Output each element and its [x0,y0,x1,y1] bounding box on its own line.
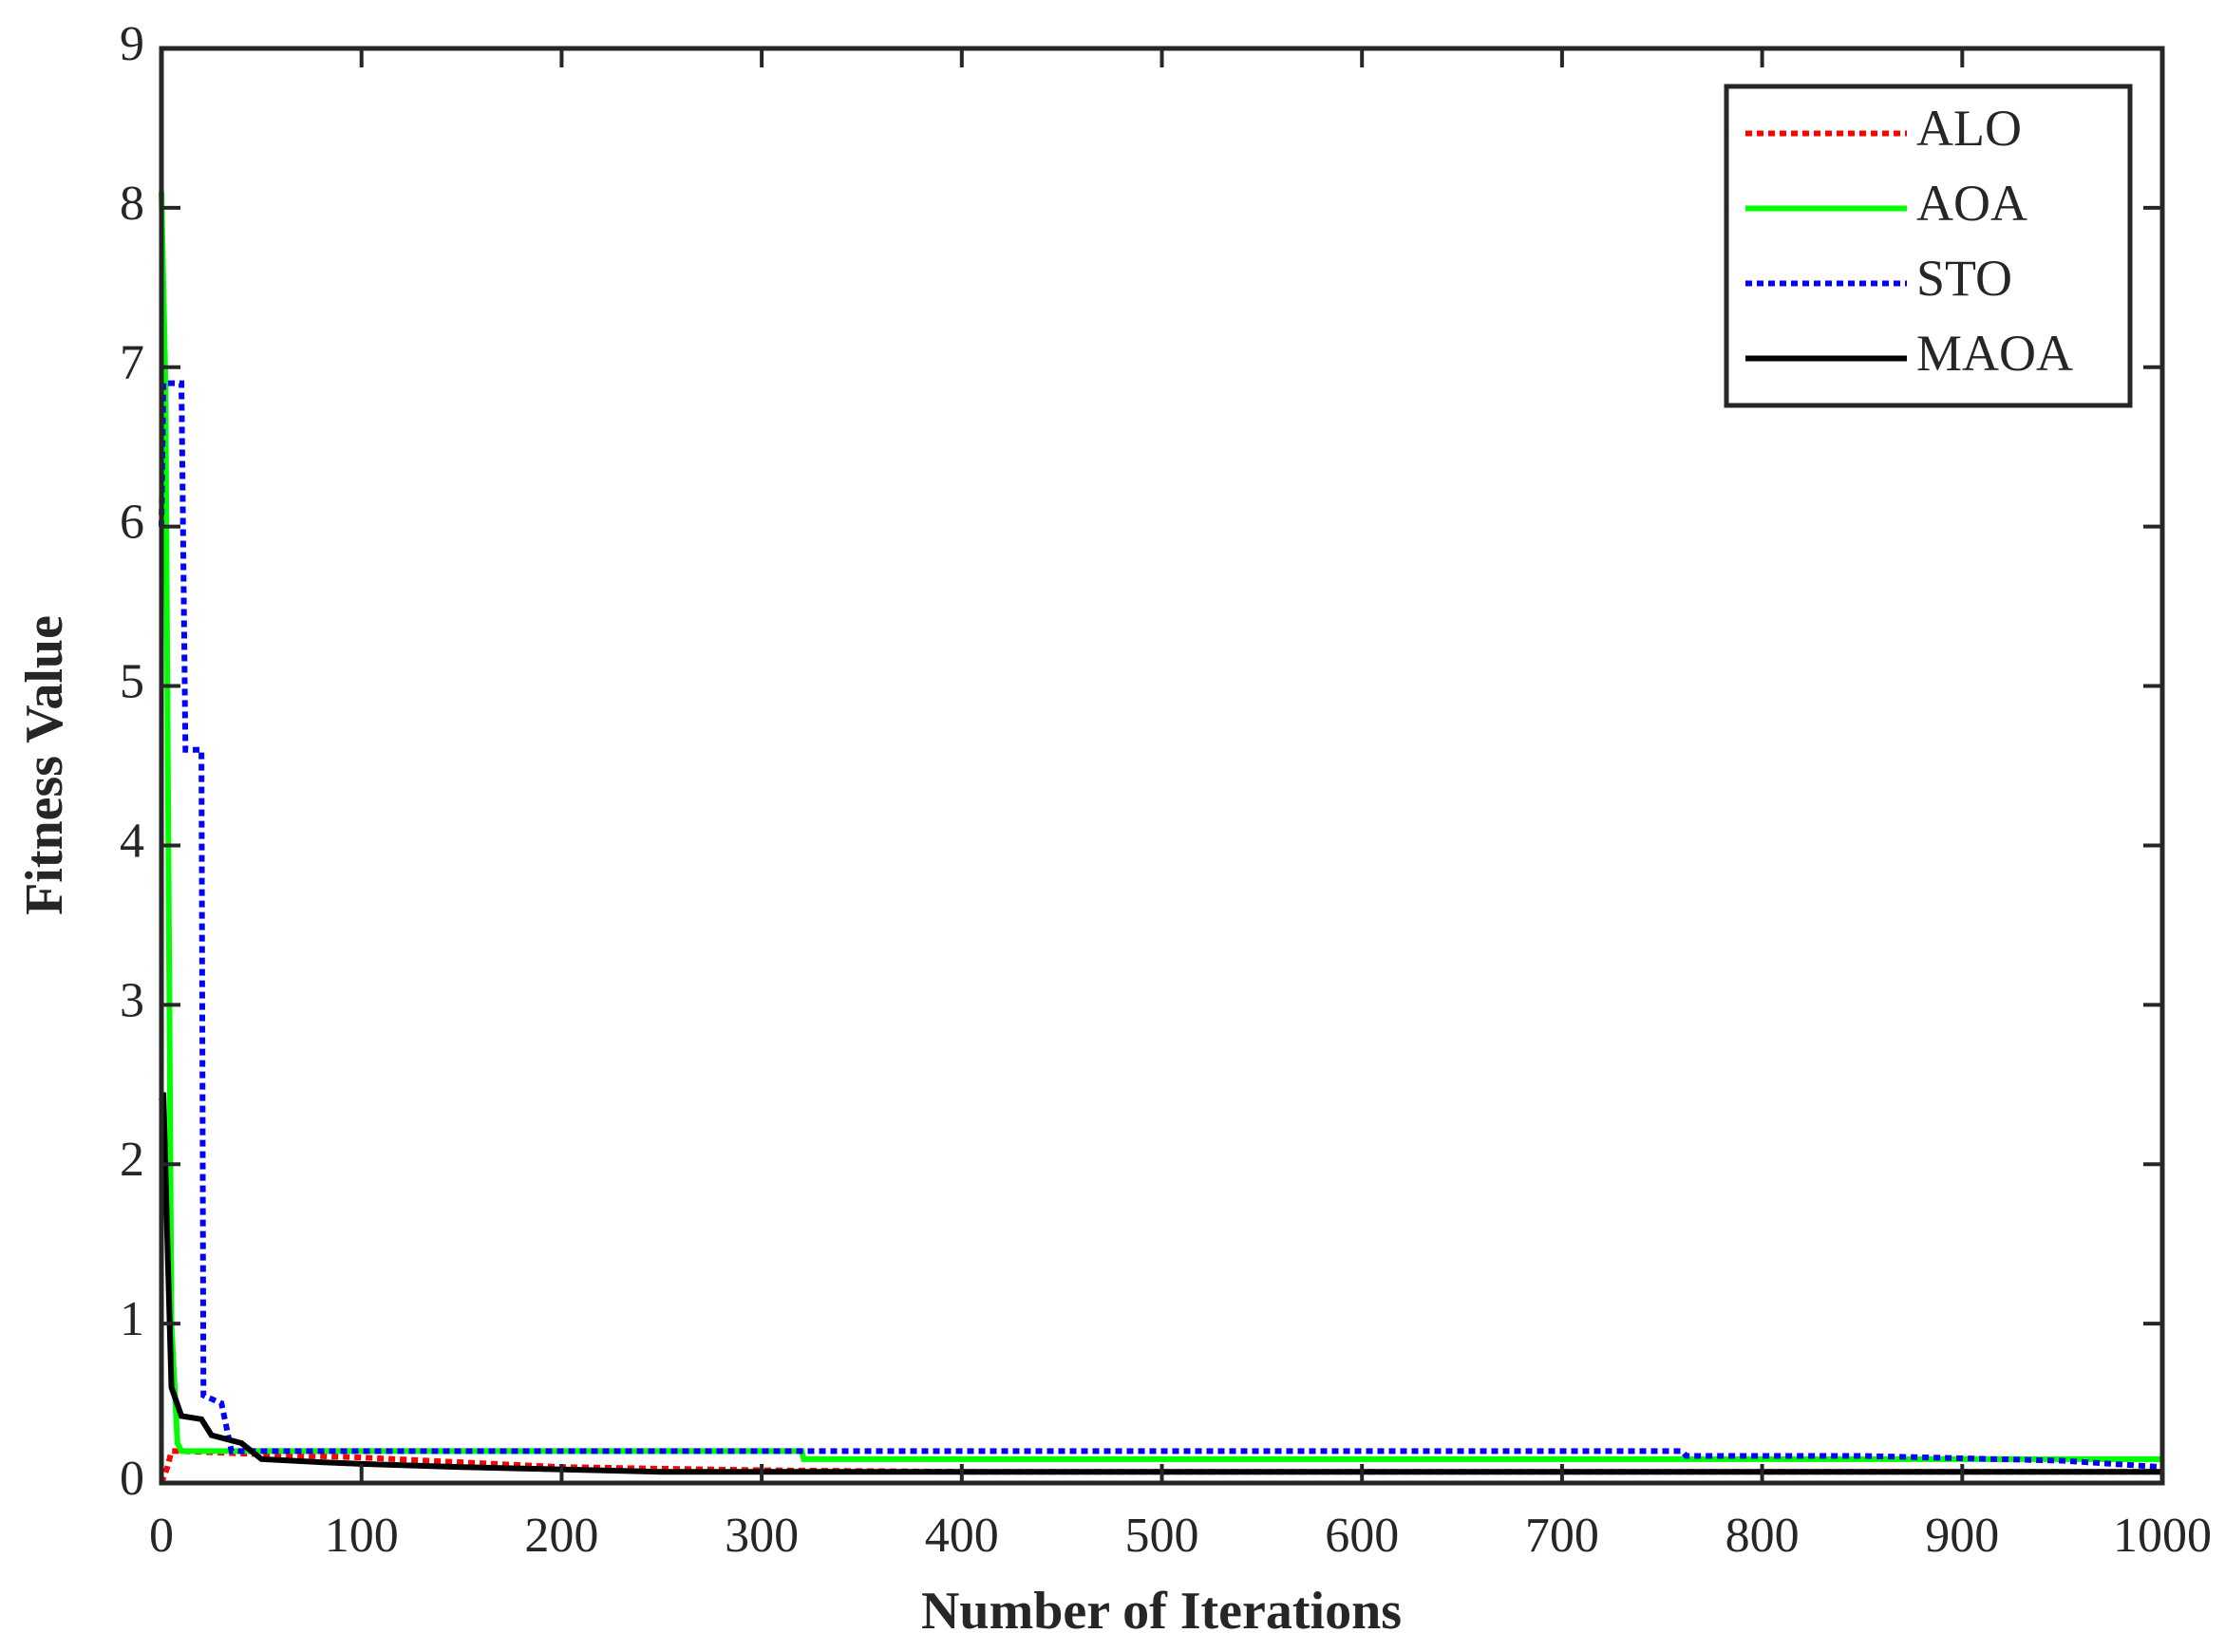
y-axis-label: Fitness Value [15,615,74,915]
x-tick-label: 800 [1725,1509,1800,1563]
x-axis-label: Number of Iterations [921,1582,1402,1641]
line-series [159,192,2162,1462]
y-tick-label: 1 [120,1292,144,1346]
x-tick-label: 200 [524,1509,598,1563]
x-tick-label: 600 [1325,1509,1399,1563]
line-series [159,380,2163,1471]
line-series [159,1091,2162,1475]
legend-label: AOA [1916,175,2027,232]
y-tick-label: 8 [120,177,144,231]
x-tick-label: 700 [1525,1509,1599,1563]
x-tick-label: 100 [325,1509,399,1563]
x-tick-label: 400 [925,1509,999,1563]
x-tick-label: 900 [1925,1509,1999,1563]
legend-label: ALO [1916,100,2022,157]
y-tick-label: 7 [120,336,144,390]
y-tick-label: 9 [120,17,144,71]
y-tick-label: 4 [120,814,144,868]
x-tick-label: 300 [725,1509,799,1563]
legend-label: MAOA [1916,325,2073,382]
y-tick-label: 2 [120,1133,144,1187]
y-tick-label: 0 [120,1452,144,1506]
y-tick-label: 6 [120,496,144,550]
y-tick-label: 5 [120,654,144,708]
x-tick-label: 0 [149,1509,174,1563]
legend-label: STO [1916,250,2012,307]
x-tick-label: 1000 [2113,1509,2212,1563]
x-tick-label: 500 [1125,1509,1199,1563]
legend-box [1724,84,2133,408]
line-series [159,1448,2162,1485]
y-tick-label: 3 [120,973,144,1027]
